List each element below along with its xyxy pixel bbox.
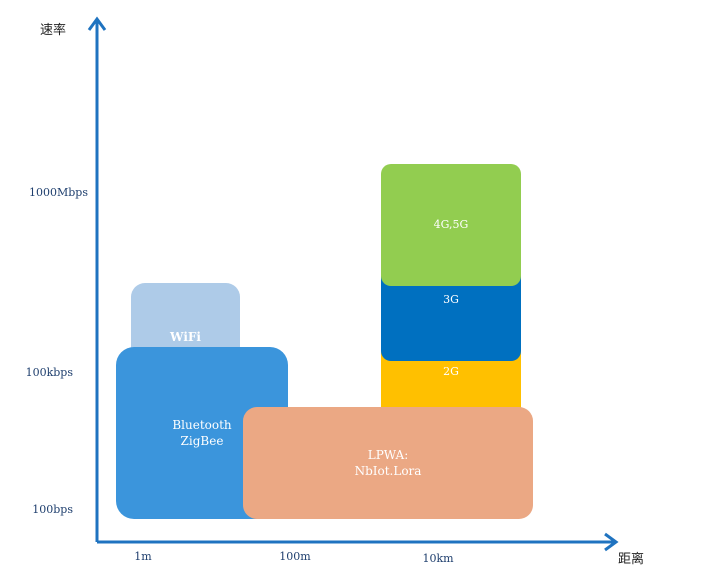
y-tick-100bps: 100bps — [32, 503, 73, 516]
region-bluetooth-zigbee-label: Bluetooth ZigBee — [172, 418, 232, 448]
region-4g-5g-label: 4G,5G — [433, 218, 469, 231]
region-4g-5g: 4G,5G — [381, 164, 521, 286]
x-tick-100m: 100m — [279, 550, 311, 563]
y-tick-100kbps: 100kbps — [25, 366, 73, 379]
x-tick-10km: 10km — [422, 552, 454, 565]
region-lpwa: LPWA: NbIot.Lora — [243, 407, 533, 519]
region-lpwa-label: LPWA: NbIot.Lora — [354, 448, 422, 478]
y-axis-arrow — [87, 16, 107, 31]
x-axis-label: 距离 — [618, 552, 645, 567]
x-tick-1m: 1m — [134, 550, 152, 563]
y-axis-label: 速率 — [40, 23, 67, 38]
x-axis-arrow — [604, 532, 619, 552]
y-tick-1000mbps: 1000Mbps — [29, 186, 88, 199]
region-wifi-label: WiFi — [170, 330, 201, 344]
region-3g-label: 3G — [443, 293, 459, 306]
region-2g-label: 2G — [443, 365, 459, 378]
